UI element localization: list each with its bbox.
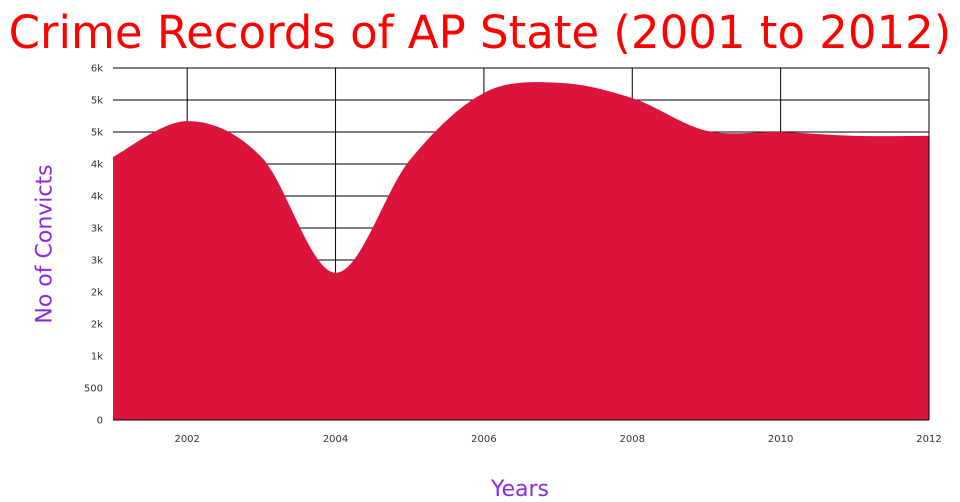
x-tick-label: 2006 [471, 434, 496, 445]
x-tick-label: 2008 [620, 434, 645, 445]
y-tick-label: 5k [91, 128, 103, 139]
x-tick-label: 2012 [916, 434, 941, 445]
x-axis-label: Years [490, 477, 550, 502]
y-tick-label: 1k [91, 352, 103, 363]
y-tick-label: 5k [91, 96, 103, 107]
y-tick-label: 3k [91, 256, 103, 267]
x-tick-label: 2004 [323, 434, 348, 445]
y-tick-label: 2k [91, 320, 103, 331]
y-tick-label: 6k [91, 64, 103, 75]
chart-title: Crime Records of AP State (2001 to 2012) [8, 6, 952, 59]
y-tick-label: 4k [91, 160, 103, 171]
x-tick-label: 2002 [174, 434, 199, 445]
y-tick-label: 500 [84, 384, 103, 395]
area-series [113, 82, 929, 421]
y-tick-label: 3k [91, 224, 103, 235]
y-tick-label: 4k [91, 192, 103, 203]
x-tick-label: 2010 [768, 434, 793, 445]
y-tick-label: 2k [91, 288, 103, 299]
y-tick-label: 0 [97, 416, 103, 427]
